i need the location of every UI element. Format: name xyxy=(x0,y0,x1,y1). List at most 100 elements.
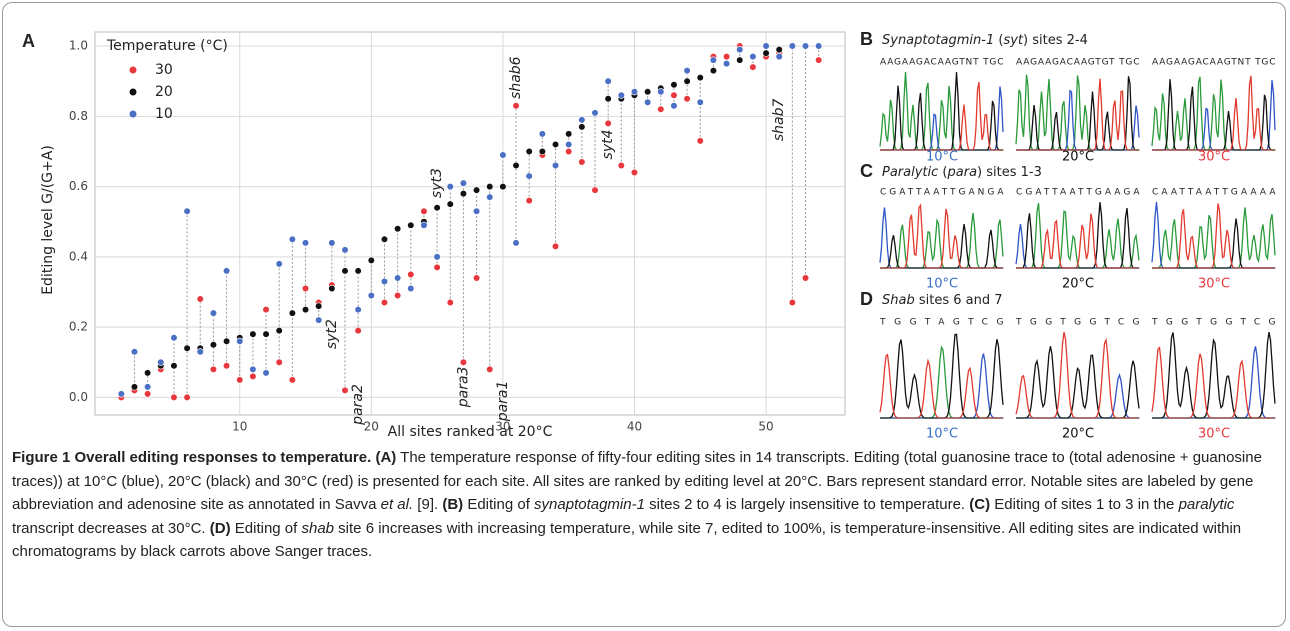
panel-title: Shab sites 6 and 7 xyxy=(882,293,1003,308)
title-run: ) sites 2-4 xyxy=(1023,33,1088,48)
data-point xyxy=(355,268,362,275)
data-point xyxy=(407,271,414,278)
caption-run: Figure 1 Overall editing responses to te… xyxy=(12,449,371,466)
data-point xyxy=(184,208,191,215)
data-point xyxy=(302,240,309,247)
data-point xyxy=(723,53,730,60)
data-point xyxy=(657,106,664,113)
legend-label: 20 xyxy=(155,84,173,100)
data-point xyxy=(210,366,217,373)
y-tick-label: 0.6 xyxy=(69,179,88,193)
y-tick-label: 1.0 xyxy=(69,39,88,53)
temperature-label: 10°C xyxy=(926,150,958,165)
data-point xyxy=(671,81,678,88)
data-point xyxy=(223,268,230,275)
temperature-label: 30°C xyxy=(1198,427,1230,442)
sequence: TGGTAGTCG xyxy=(879,318,1004,328)
data-point xyxy=(447,183,454,190)
data-point xyxy=(289,236,296,243)
panel-title: Synaptotagmin-1 (syt) sites 2-4 xyxy=(882,33,1088,48)
chromatogram-trace xyxy=(1016,375,1139,418)
caption-run: paralytic xyxy=(1179,496,1235,513)
sequence: AAGAAGACAAGTGT TGC xyxy=(1016,58,1140,68)
title-run: ( xyxy=(938,165,947,180)
data-point xyxy=(618,162,625,169)
data-point xyxy=(789,43,796,50)
data-point xyxy=(263,306,270,313)
data-point xyxy=(460,359,467,366)
data-point xyxy=(526,148,533,155)
chromatogram-trace xyxy=(880,72,1003,150)
data-point xyxy=(671,92,678,99)
x-tick-label: 50 xyxy=(758,420,773,434)
sequence: TGGTGGTCG xyxy=(1151,318,1276,328)
data-point xyxy=(473,187,480,194)
data-point xyxy=(236,338,243,345)
caption-run: shab xyxy=(301,520,334,537)
data-point xyxy=(776,53,783,60)
data-point xyxy=(513,102,520,109)
data-point xyxy=(197,348,204,355)
data-point xyxy=(381,278,388,285)
data-point xyxy=(131,348,138,355)
caption-run: (B) xyxy=(442,496,463,513)
title-run: Paralytic xyxy=(882,165,938,180)
chromatogram-trace xyxy=(1016,203,1139,268)
annotation: syt2 xyxy=(324,319,340,349)
data-point xyxy=(302,306,309,313)
data-point xyxy=(144,384,151,391)
data-point xyxy=(539,148,546,155)
x-tick-label: 40 xyxy=(627,420,642,434)
data-point xyxy=(565,148,572,155)
data-point xyxy=(684,95,691,102)
data-point xyxy=(342,268,349,275)
data-point xyxy=(657,88,664,95)
data-point xyxy=(776,46,783,53)
data-point xyxy=(368,257,375,264)
data-point xyxy=(447,201,454,208)
data-point xyxy=(789,299,796,306)
temperature-label: 20°C xyxy=(1062,427,1094,442)
data-point xyxy=(355,306,362,313)
title-run: ) sites 1-3 xyxy=(977,165,1042,180)
chromatogram-trace xyxy=(1152,332,1275,418)
data-point xyxy=(539,131,546,138)
annotation: shab6 xyxy=(508,56,524,99)
data-point xyxy=(552,141,559,148)
figure: A Editing level G/(G+A) All sites ranked… xyxy=(0,0,1290,445)
caption-run: synaptotagmin-1 xyxy=(534,496,645,513)
title-run: ( xyxy=(994,33,1003,48)
data-point xyxy=(552,243,559,250)
page: { "chart_data": { "type": "scatter", "pa… xyxy=(0,0,1290,631)
data-point xyxy=(526,197,533,204)
caption-run: et al. xyxy=(381,496,414,513)
data-point xyxy=(394,275,401,282)
data-point xyxy=(368,292,375,299)
sequence: CAATTAATTGAAAA xyxy=(1152,188,1276,198)
data-point xyxy=(394,292,401,299)
data-point xyxy=(644,99,651,106)
data-point xyxy=(697,74,704,81)
title-run: para xyxy=(947,165,978,180)
caption-run: (D) xyxy=(210,520,231,537)
y-tick-label: 0.4 xyxy=(69,249,88,263)
y-tick-label: 0.0 xyxy=(69,390,88,404)
panel-letter: C xyxy=(860,161,873,181)
title-run: syt xyxy=(1003,33,1023,48)
data-point xyxy=(171,334,178,341)
data-point xyxy=(592,187,599,194)
data-point xyxy=(171,363,178,370)
caption: Figure 1 Overall editing responses to te… xyxy=(12,446,1278,564)
data-point xyxy=(342,247,349,254)
legend-swatch xyxy=(130,67,137,74)
data-point xyxy=(579,117,586,124)
data-point xyxy=(802,275,809,282)
data-point xyxy=(592,110,599,117)
caption-run: (C) xyxy=(969,496,990,513)
sequence: TGGTGGTCG xyxy=(1015,318,1140,328)
caption-run: Editing of xyxy=(463,496,534,513)
data-point xyxy=(684,78,691,85)
title-run: sites 6 and 7 xyxy=(915,293,1003,308)
data-point xyxy=(579,124,586,131)
data-point xyxy=(605,78,612,85)
